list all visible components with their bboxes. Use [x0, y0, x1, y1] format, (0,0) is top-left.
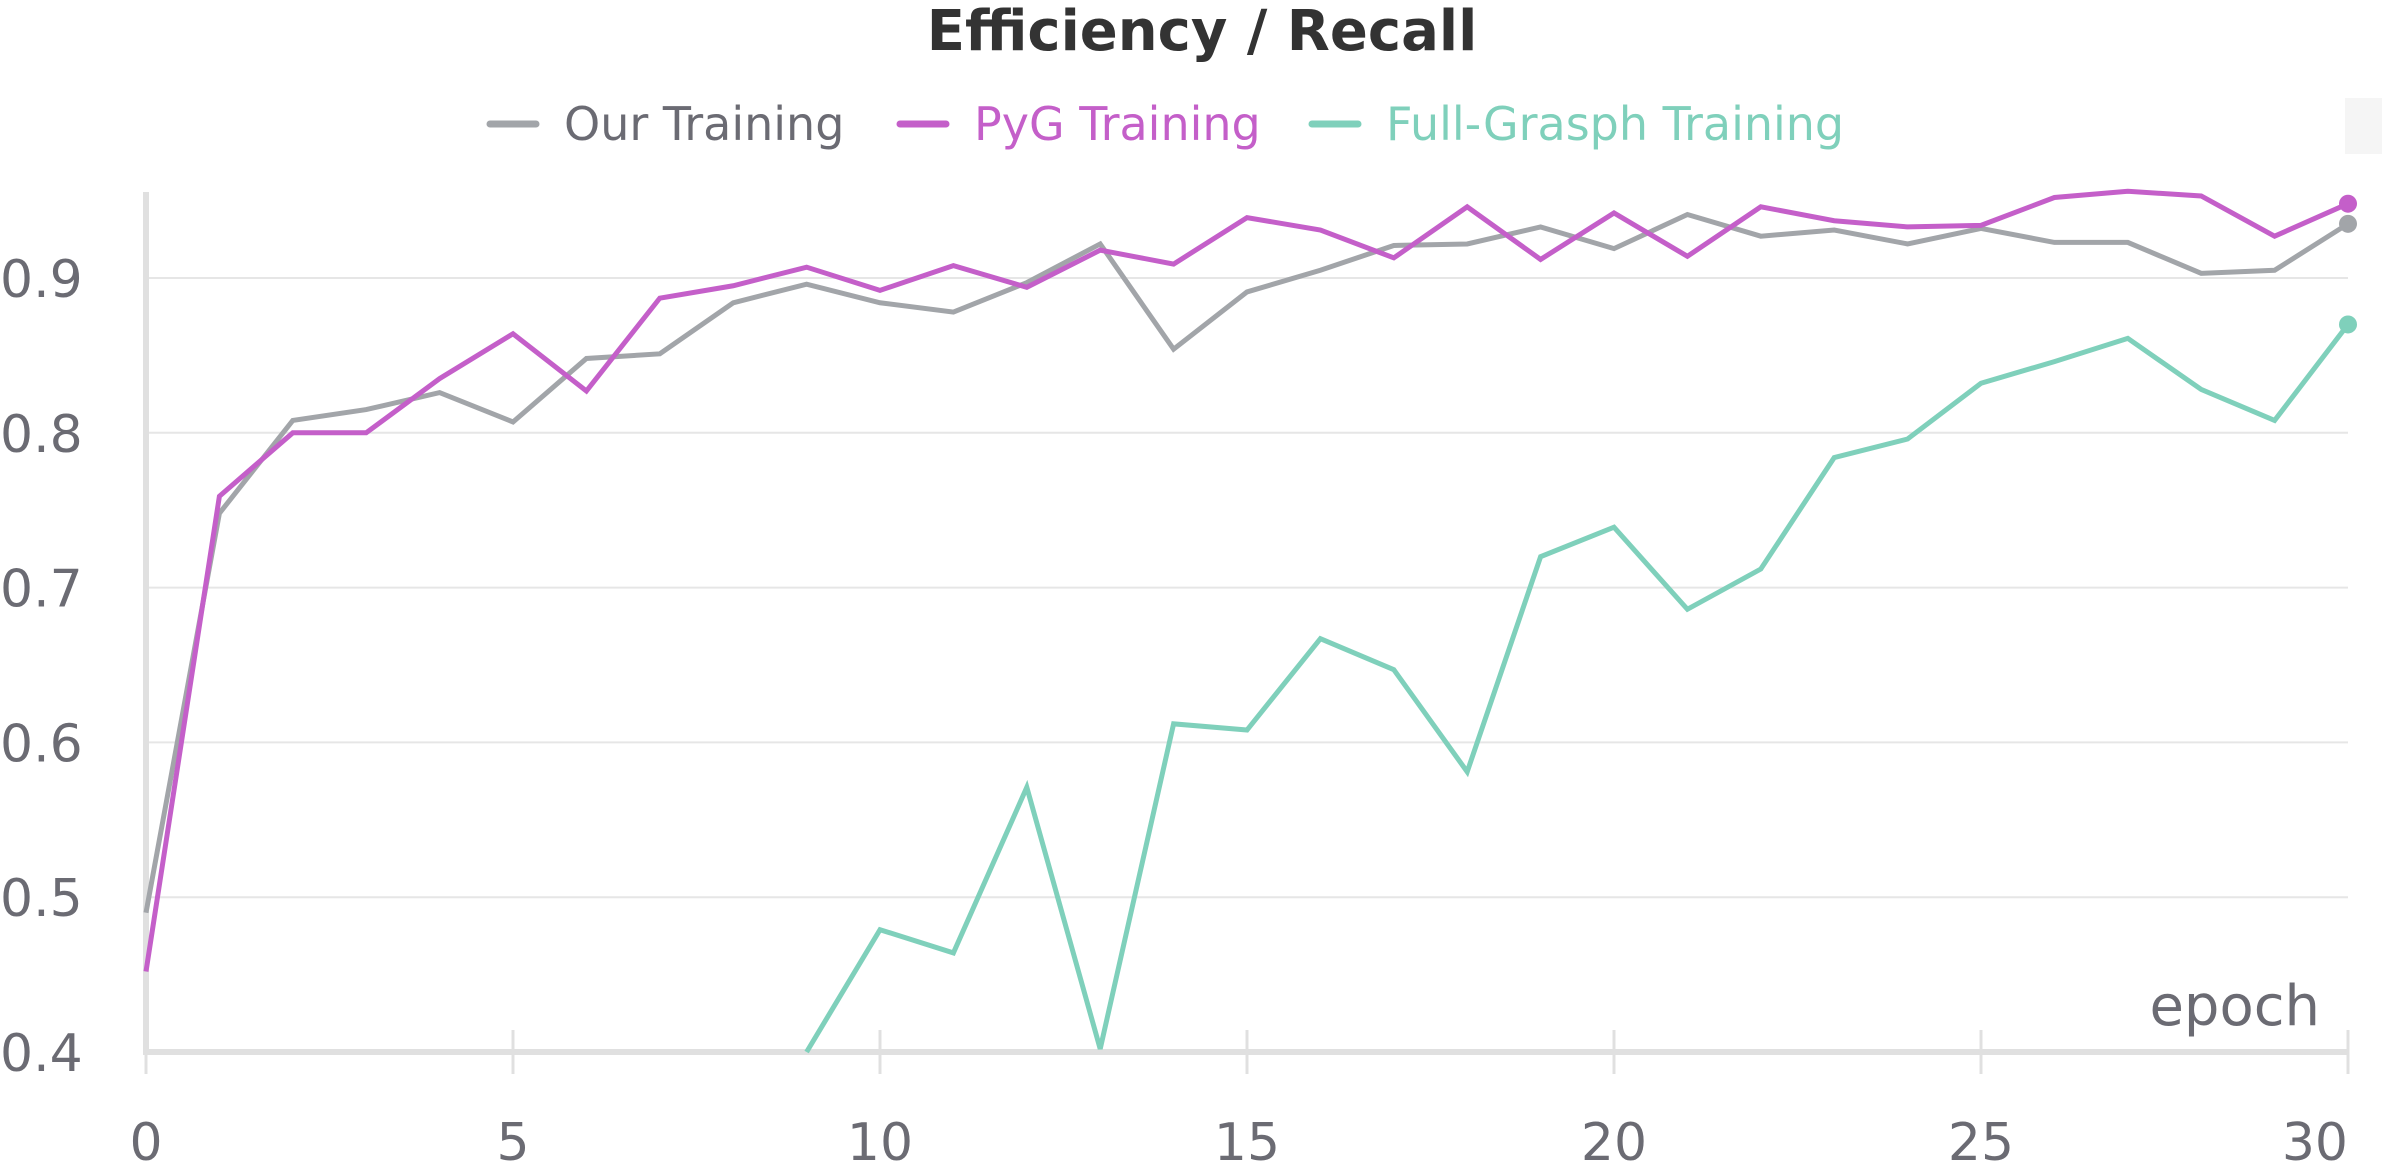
x-axis-label: epoch: [2149, 974, 2320, 1039]
y-tick-label: 0.5: [0, 869, 83, 929]
x-tick-label: 5: [496, 1113, 529, 1173]
series-end-point: [2339, 315, 2357, 334]
x-tick-label: 20: [1581, 1113, 1647, 1173]
grid-lines: [146, 277, 2348, 899]
y-tick-label: 0.9: [0, 250, 83, 310]
x-tick-label: 15: [1214, 1113, 1280, 1173]
series-line: [143, 211, 2350, 914]
y-tick-label: 0.7: [0, 560, 83, 620]
y-tick-label: 0.6: [0, 714, 83, 774]
x-tick-label: 25: [1948, 1113, 2014, 1173]
legend-label: Our Training: [564, 97, 844, 151]
series-lines: [143, 188, 2350, 1054]
panel-handle[interactable]: [2345, 98, 2382, 154]
series-end-points: [2339, 194, 2357, 334]
legend-label: PyG Training: [974, 97, 1261, 151]
x-tick-label: 10: [847, 1113, 913, 1173]
x-tick-labels: 0 5 10 15 20 25 30: [129, 1113, 2348, 1173]
series-end-point: [2339, 194, 2357, 213]
y-tick-label: 0.8: [0, 405, 83, 465]
legend-label: Full-Grasph Training: [1386, 97, 1844, 151]
series-line: [143, 188, 2350, 972]
y-tick-labels: 0.4 0.5 0.6 0.7 0.8 0.9: [0, 250, 83, 1084]
series-end-point: [2339, 214, 2357, 233]
y-tick-label: 0.4: [0, 1024, 83, 1084]
x-tick-label: 30: [2282, 1113, 2348, 1173]
legend: Our Training PyG Training Full-Grasph Trai…: [486, 97, 1844, 151]
axes: [143, 192, 2350, 1074]
series-line: [804, 322, 2350, 1054]
x-tick-label: 0: [129, 1113, 162, 1173]
chart-title: Efficiency / Recall: [927, 0, 1478, 64]
